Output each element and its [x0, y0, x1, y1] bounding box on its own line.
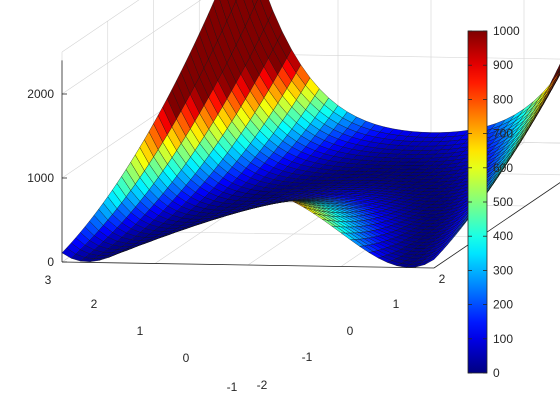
- surface-patch: [557, 67, 560, 75]
- y-tick-label: 3: [45, 273, 52, 287]
- y-tick-label: 0: [183, 351, 190, 365]
- grid-line: [61, 0, 140, 53]
- surface-patch: [556, 73, 560, 80]
- colorbar-gradient: [468, 31, 487, 373]
- y-tick-label: 1: [137, 324, 144, 338]
- colorbar-tick-label: 600: [493, 161, 513, 175]
- colorbar-tick-label: 900: [493, 58, 513, 72]
- x-tick-label: 2: [439, 272, 446, 286]
- x-axis-line: [61, 261, 435, 269]
- grid-line: [244, 53, 560, 60]
- y-tick-label: -1: [227, 380, 238, 394]
- x-tick-label: -2: [257, 378, 268, 392]
- colorbar-tick-label: 800: [493, 92, 513, 106]
- z-tick-label: 0: [47, 255, 54, 269]
- axis-ticks: -2 -1 0 1 2 -1 0 1 2 3 0 1000 2000: [27, 87, 445, 394]
- colorbar-tick-label: 200: [493, 298, 513, 312]
- x-tick-label: 1: [393, 297, 400, 311]
- colorbar-tick-label: 100: [493, 332, 513, 346]
- y-axis-line: [433, 182, 560, 269]
- colorbar-tick-label: 1000: [493, 24, 520, 38]
- surface-patch: [556, 71, 560, 78]
- colorbar-tick-label: 300: [493, 263, 513, 277]
- x-tick-label: 0: [347, 324, 354, 338]
- z-tick-label: 2000: [27, 87, 54, 101]
- x-tick-label: -1: [302, 350, 313, 364]
- y-tick-label: 2: [91, 297, 98, 311]
- colorbar-tick-label: 400: [493, 229, 513, 243]
- colorbar-tick-label: 500: [493, 195, 513, 209]
- colorbar: 0 100 200 300 400 500 600 700 800 900 1000: [467, 24, 520, 380]
- colorbar-tick-label: 0: [493, 366, 500, 380]
- colorbar-tick-label: 700: [493, 127, 513, 141]
- z-tick-label: 1000: [27, 171, 54, 185]
- grid-line: [61, 0, 202, 95]
- surface-patch: [556, 73, 560, 81]
